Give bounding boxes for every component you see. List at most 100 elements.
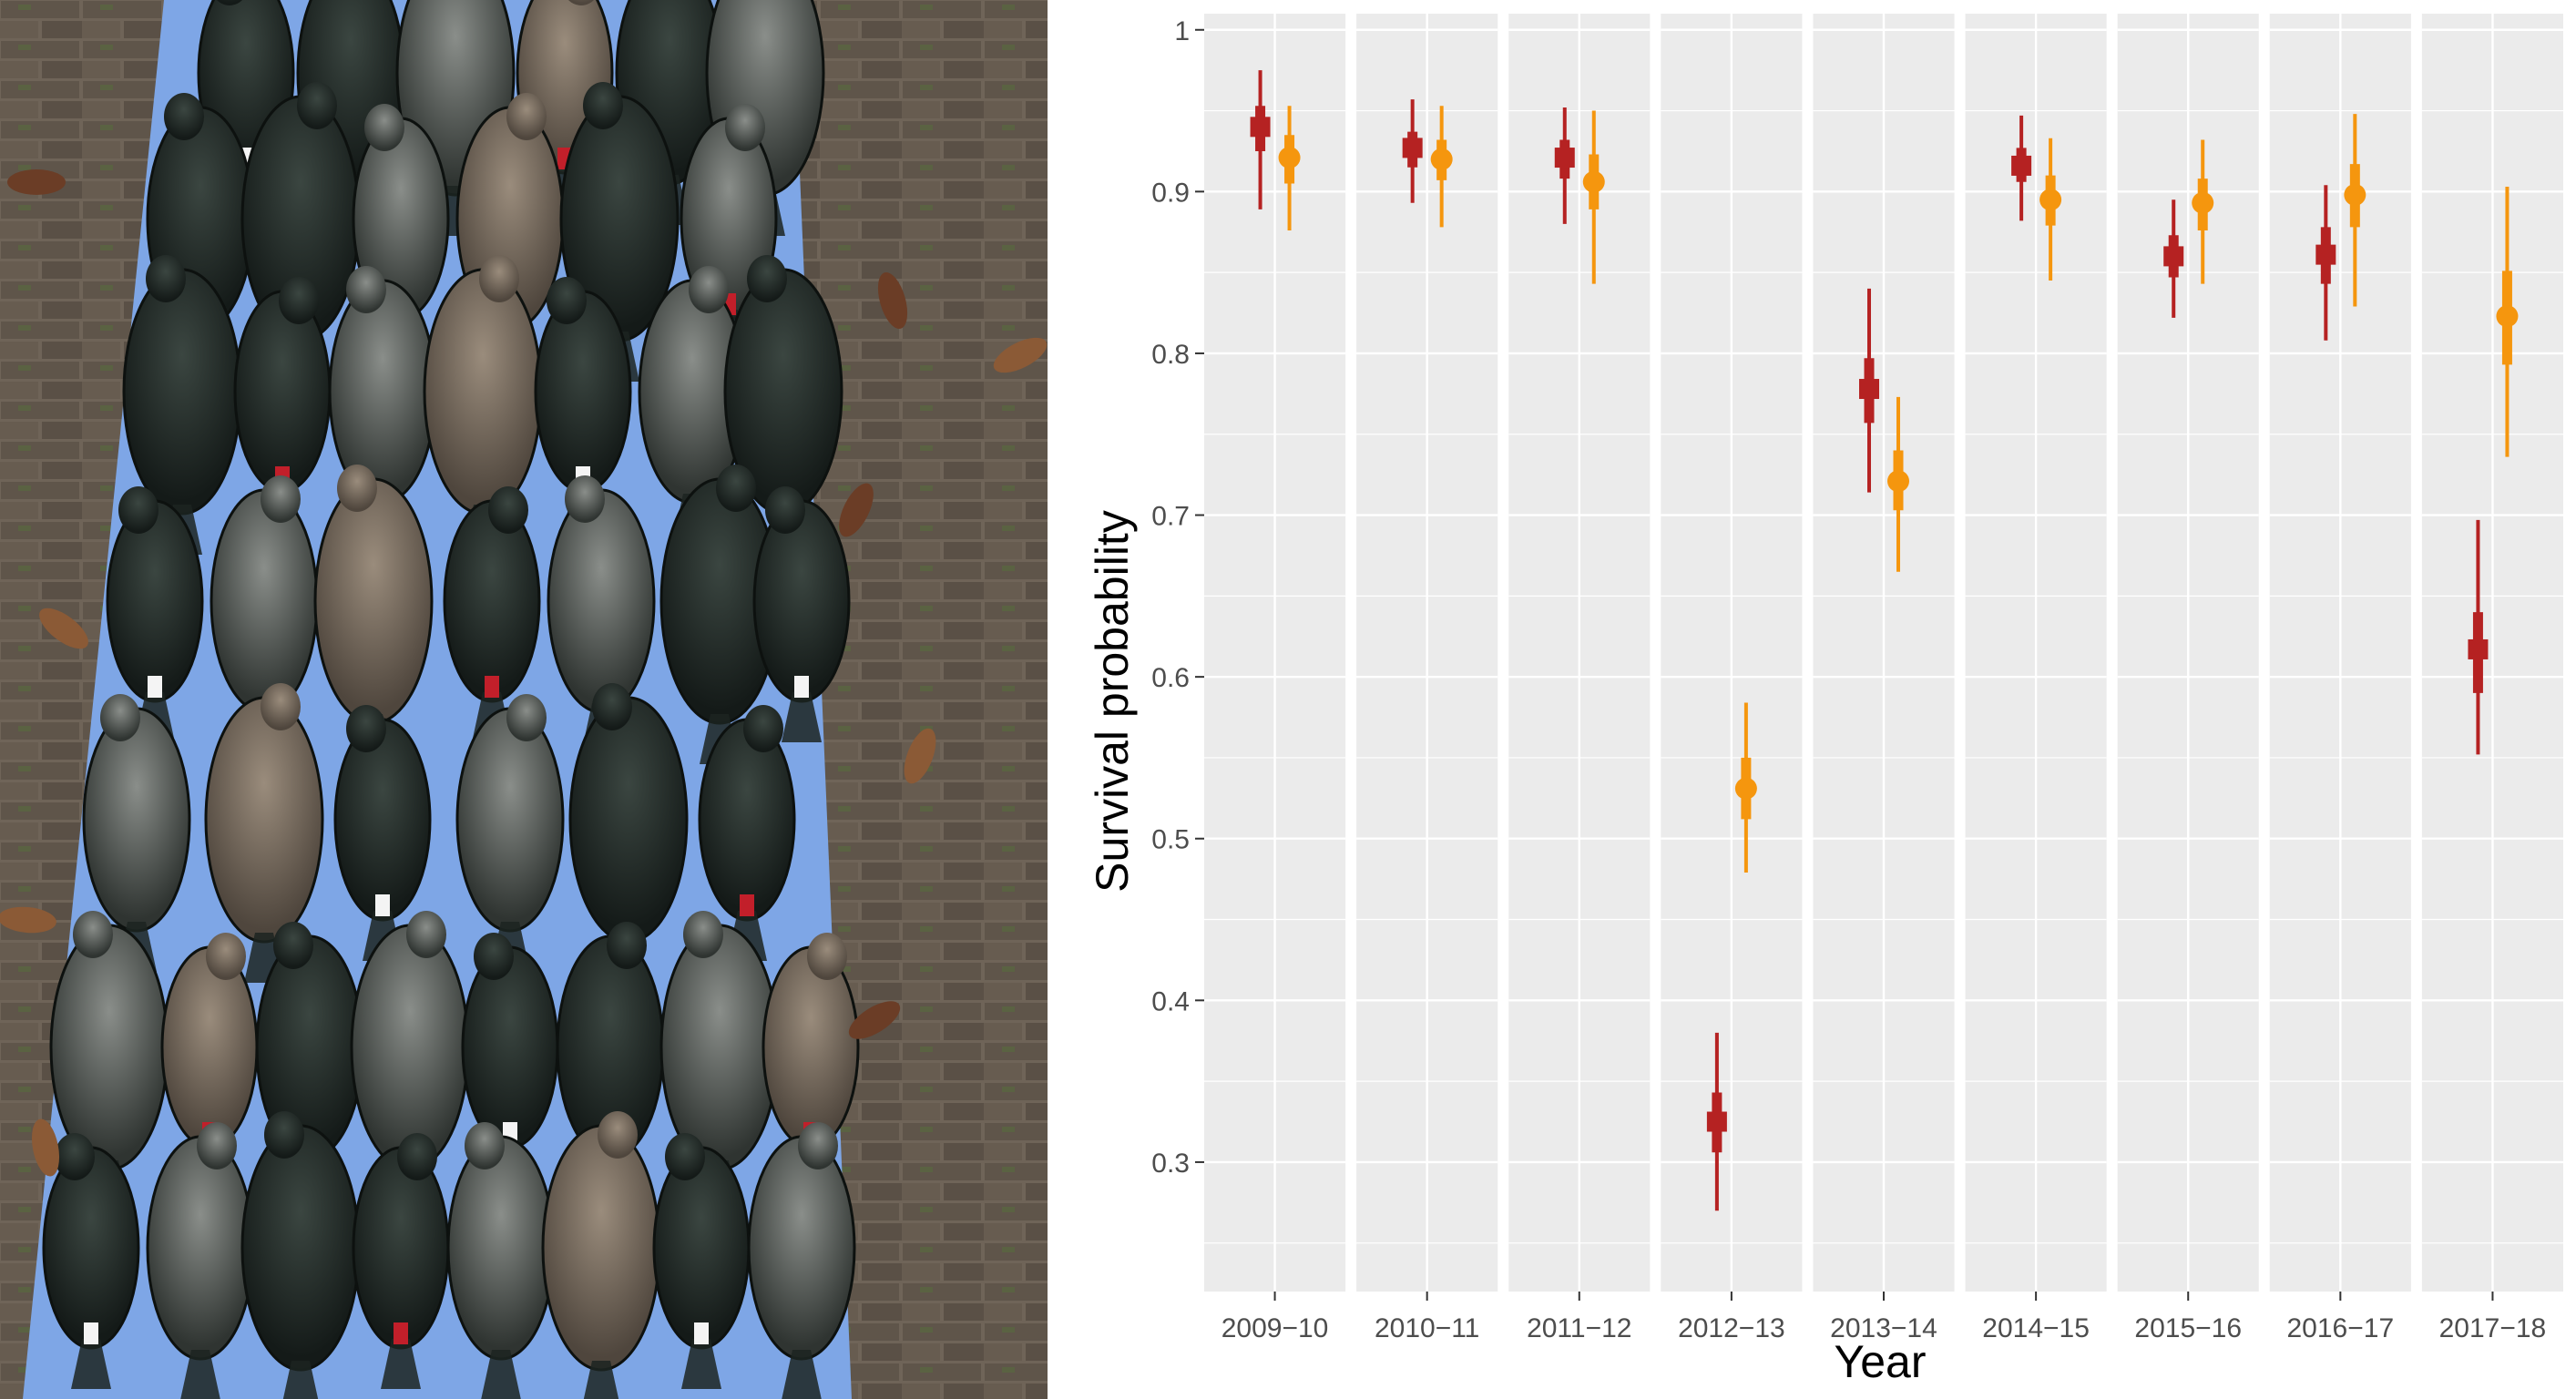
point-estimate-square [2163,246,2184,267]
bird-tail [71,1339,111,1389]
bird-tail [282,1361,319,1399]
bird-body [443,499,541,703]
bird-body [240,1124,361,1372]
leg-ring [375,894,390,916]
bird-head [346,705,386,752]
point-estimate-square [2011,155,2032,176]
bird-head [261,475,301,523]
point-estimate-square [1859,379,1879,400]
bird-tail [681,1339,721,1389]
y-tick-label: 0.5 [1151,825,1190,855]
bird-head [479,255,519,302]
point-estimate-square [2468,638,2489,659]
leg-ring [740,894,754,916]
bird-head [264,1111,304,1159]
bird-body [160,945,259,1149]
bird-head [547,277,587,324]
bird-head [73,911,113,958]
bird-head [55,1133,95,1180]
bird-head [397,1133,437,1180]
y-tick-label: 0.7 [1151,502,1190,532]
y-tick-label: 1 [1174,16,1190,46]
point-estimate-circle [1582,170,1605,193]
point-estimate-circle [2344,183,2366,206]
bird-head [337,465,377,512]
bird-tail [381,1339,421,1389]
bird-head [583,82,623,129]
bird-head [261,683,301,730]
x-tick-label: 2009−10 [1222,1313,1329,1343]
data-marks [1250,70,2519,1211]
bird-head [807,933,847,980]
leg-ring [84,1322,98,1344]
bird-body [313,477,434,725]
point-estimate-square [1402,138,1423,158]
leg-ring [794,676,809,698]
bird-head [665,1133,705,1180]
bird-body [698,718,796,922]
point-estimate-circle [2496,305,2519,328]
bird-body [747,1135,856,1361]
bird-body [106,499,204,703]
x-tick-label: 2010−11 [1375,1313,1479,1343]
bird-body [752,499,851,703]
bird-head [297,82,337,129]
bird-photo-illustration [0,0,1048,1399]
y-axis-title: Survival probability [1087,510,1138,893]
bird-body [146,1135,255,1361]
bird-head [567,0,595,5]
survival-chart: 0.3 0.4 0.5 0.6 0.7 0.8 0.9 1 2009−10 2010−11 201… [1048,0,2576,1399]
bird-tail [782,692,822,742]
x-tick-label: 2011−12 [1527,1313,1631,1343]
leg-ring [148,676,162,698]
bird-body [762,945,860,1149]
point-estimate-square [1554,148,1575,168]
bird-head [592,683,632,730]
bird-body [547,488,656,714]
y-tick-label: 0.8 [1151,340,1190,370]
point-estimate-circle [1734,777,1757,800]
bird-head [506,93,547,140]
bird-body [352,1146,450,1350]
bird-body [122,268,242,516]
leg-ring [394,1322,408,1344]
bird-body [42,1146,140,1350]
bird-head [743,705,783,752]
leaf [993,337,1048,373]
leaf [904,728,936,784]
y-tick-label: 0.3 [1151,1149,1190,1179]
bird-body [233,290,332,494]
bird-head [279,277,319,324]
point-estimate-square [1706,1111,1727,1132]
bird-body [652,1146,751,1350]
x-tick-label: 2014−15 [1982,1313,2090,1343]
bird-tail [583,1361,619,1399]
bird-head [364,104,404,151]
leaf [848,1001,901,1039]
bird-head [406,911,446,958]
x-tick-label: 2013−14 [1830,1313,1937,1343]
leaf [31,1118,60,1177]
bird-head [598,1111,638,1159]
bird-head [118,486,158,534]
bird-tail [180,1350,220,1399]
bird-body [568,696,689,944]
bird-head [146,255,186,302]
x-tick-label: 2012−13 [1678,1313,1785,1343]
leaf [0,906,56,934]
point-estimate-circle [1430,148,1453,170]
bird-body [455,707,565,933]
bird-head [725,104,765,151]
bird-head [273,922,313,969]
point-estimate-circle [1278,147,1301,169]
y-axis: 0.3 0.4 0.5 0.6 0.7 0.8 0.9 1 [1151,16,1204,1179]
x-tick-label: 2017−18 [2439,1313,2547,1343]
bird-head [465,1122,505,1169]
bird-head [716,465,756,512]
point-estimate-circle [1887,470,1909,493]
x-axis: 2009−10 2010−11 2011−12 2012−13 2013−14 2014−… [1222,1292,2547,1343]
x-tick-label: 2016−17 [2287,1313,2395,1343]
bird-body [534,290,632,494]
bird-head [565,475,605,523]
bird-head [164,93,204,140]
